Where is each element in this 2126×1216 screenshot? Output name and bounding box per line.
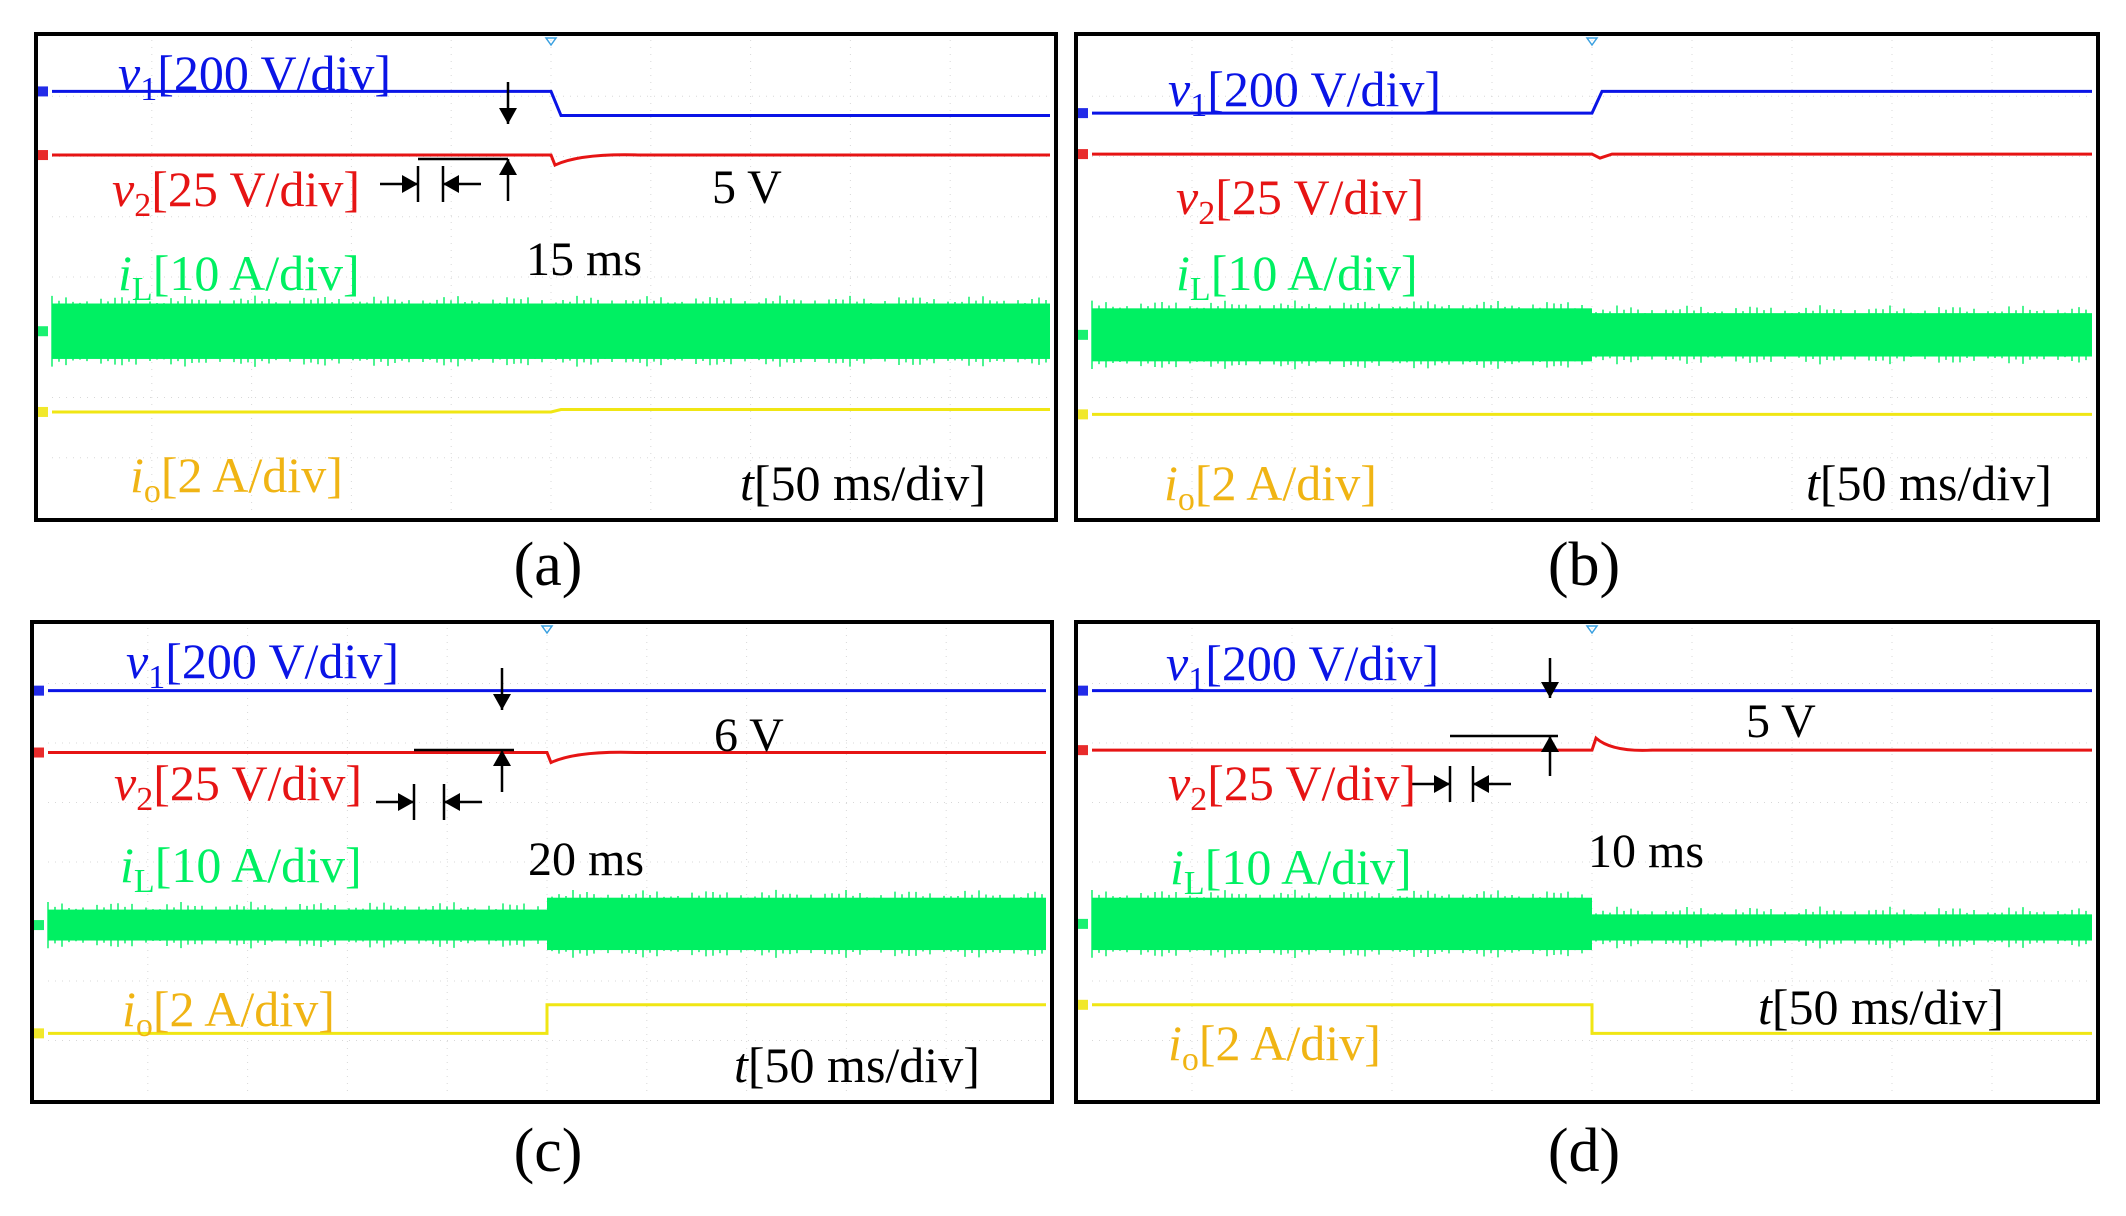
channel-marker-v2 xyxy=(38,150,48,161)
arrow-up-head xyxy=(493,750,511,766)
caption-b: (b) xyxy=(1547,531,1621,599)
channel-marker-v1 xyxy=(38,86,48,97)
label-io-b: io[2 A/div] xyxy=(1164,455,1377,518)
trace-v2 xyxy=(1092,735,2092,752)
arrow-up-head xyxy=(1541,736,1559,752)
label-v1-b: v1[200 V/div] xyxy=(1168,61,1441,124)
annotation-time-a: 15 ms xyxy=(526,233,643,286)
time-arrow-right-head xyxy=(1473,775,1489,793)
label-iL-a: iL[10 A/div] xyxy=(118,245,360,308)
waveform-plot-c xyxy=(34,625,1046,1096)
trigger-marker xyxy=(1585,625,1599,635)
trace-iL-before xyxy=(48,909,547,941)
label-v2-a: v2[25 V/div] xyxy=(112,161,360,224)
channel-marker-v2 xyxy=(1078,745,1088,756)
label-time-a: t[50 ms/div] xyxy=(740,455,986,511)
trace-iL-noise xyxy=(51,295,1047,367)
trace-iL-before xyxy=(52,303,551,359)
annotation-time-c: 20 ms xyxy=(528,833,645,886)
caption-a: (a) xyxy=(513,531,583,599)
channel-marker-v2 xyxy=(34,747,44,758)
trace-iL-noise xyxy=(47,889,1043,958)
trace-v1 xyxy=(1092,89,2092,115)
label-v2-d: v2[25 V/div] xyxy=(1168,755,1416,818)
scope-screen-b: v1[200 V/div] v2[25 V/div] iL[10 A/div] … xyxy=(1074,32,2100,522)
arrow-up-head xyxy=(499,159,517,175)
channel-marker-iL xyxy=(1078,329,1088,340)
trace-iL-before xyxy=(1092,897,1592,951)
channel-marker-io xyxy=(34,1028,44,1039)
scope-screen-a: v1[200 V/div] v2[25 V/div] iL[10 A/div] … xyxy=(34,32,1058,522)
label-io-d: io[2 A/div] xyxy=(1168,1015,1381,1078)
label-io-a: io[2 A/div] xyxy=(130,447,343,510)
label-iL-b: iL[10 A/div] xyxy=(1176,245,1418,308)
time-arrow-right-head xyxy=(443,175,459,193)
time-arrow-left-head xyxy=(1434,775,1450,793)
trace-iL-noise xyxy=(1091,300,2087,370)
trigger-marker xyxy=(544,37,558,47)
annotation-voltage-a: 5 V xyxy=(712,161,782,214)
channel-marker-io xyxy=(38,406,48,417)
waveform-plot-d xyxy=(1078,625,2092,1096)
trace-iL-before xyxy=(1092,308,1592,362)
time-arrow-left-head xyxy=(402,175,418,193)
arrow-down-head xyxy=(499,108,517,124)
channel-marker-v1 xyxy=(1078,685,1088,696)
trace-v2 xyxy=(48,750,1046,765)
label-iL-d: iL[10 A/div] xyxy=(1170,839,1412,902)
channel-marker-iL xyxy=(34,920,44,931)
label-time-d: t[50 ms/div] xyxy=(1758,979,2004,1035)
waveform-plot-a xyxy=(38,37,1050,514)
scope-screen-c: v1[200 V/div] v2[25 V/div] iL[10 A/div] … xyxy=(30,620,1054,1104)
label-io-c: io[2 A/div] xyxy=(122,981,335,1044)
trace-io xyxy=(52,408,1050,414)
annotation-time-d: 10 ms xyxy=(1588,825,1705,878)
channel-marker-io xyxy=(1078,409,1088,420)
channel-marker-iL xyxy=(1078,918,1088,929)
label-time-c: t[50 ms/div] xyxy=(734,1037,980,1093)
label-time-b: t[50 ms/div] xyxy=(1806,455,2052,511)
time-arrow-left-head xyxy=(398,793,414,811)
trace-io xyxy=(1092,1003,2092,1035)
waveform-plot-b xyxy=(1078,37,2092,514)
label-v2-b: v2[25 V/div] xyxy=(1176,169,1424,232)
arrow-down-head xyxy=(1541,682,1559,698)
trace-v2 xyxy=(1092,152,2092,160)
trace-iL-noise xyxy=(1091,889,2087,958)
channel-marker-iL xyxy=(38,326,48,337)
annotation-voltage-c: 6 V xyxy=(714,709,784,762)
label-v2-c: v2[25 V/div] xyxy=(114,755,362,818)
channel-marker-v1 xyxy=(1078,108,1088,119)
arrow-down-head xyxy=(493,694,511,710)
label-v1-a: v1[200 V/div] xyxy=(118,45,391,108)
trace-io xyxy=(48,1003,1046,1035)
caption-d: (d) xyxy=(1547,1117,1621,1185)
time-arrow-right-head xyxy=(444,793,460,811)
trace-v1 xyxy=(52,89,1050,118)
channel-marker-io xyxy=(1078,999,1088,1010)
label-v1-d: v1[200 V/div] xyxy=(1166,635,1439,698)
trigger-marker xyxy=(1585,37,1599,47)
trace-v2 xyxy=(52,153,1050,168)
label-v1-c: v1[200 V/div] xyxy=(126,633,399,696)
channel-marker-v2 xyxy=(1078,149,1088,160)
scope-screen-d: v1[200 V/div] v2[25 V/div] iL[10 A/div] … xyxy=(1074,620,2100,1104)
trigger-marker xyxy=(540,625,554,635)
annotation-voltage-d: 5 V xyxy=(1746,695,1816,748)
channel-marker-v1 xyxy=(34,685,44,696)
label-iL-c: iL[10 A/div] xyxy=(120,837,362,900)
caption-c: (c) xyxy=(513,1117,583,1185)
